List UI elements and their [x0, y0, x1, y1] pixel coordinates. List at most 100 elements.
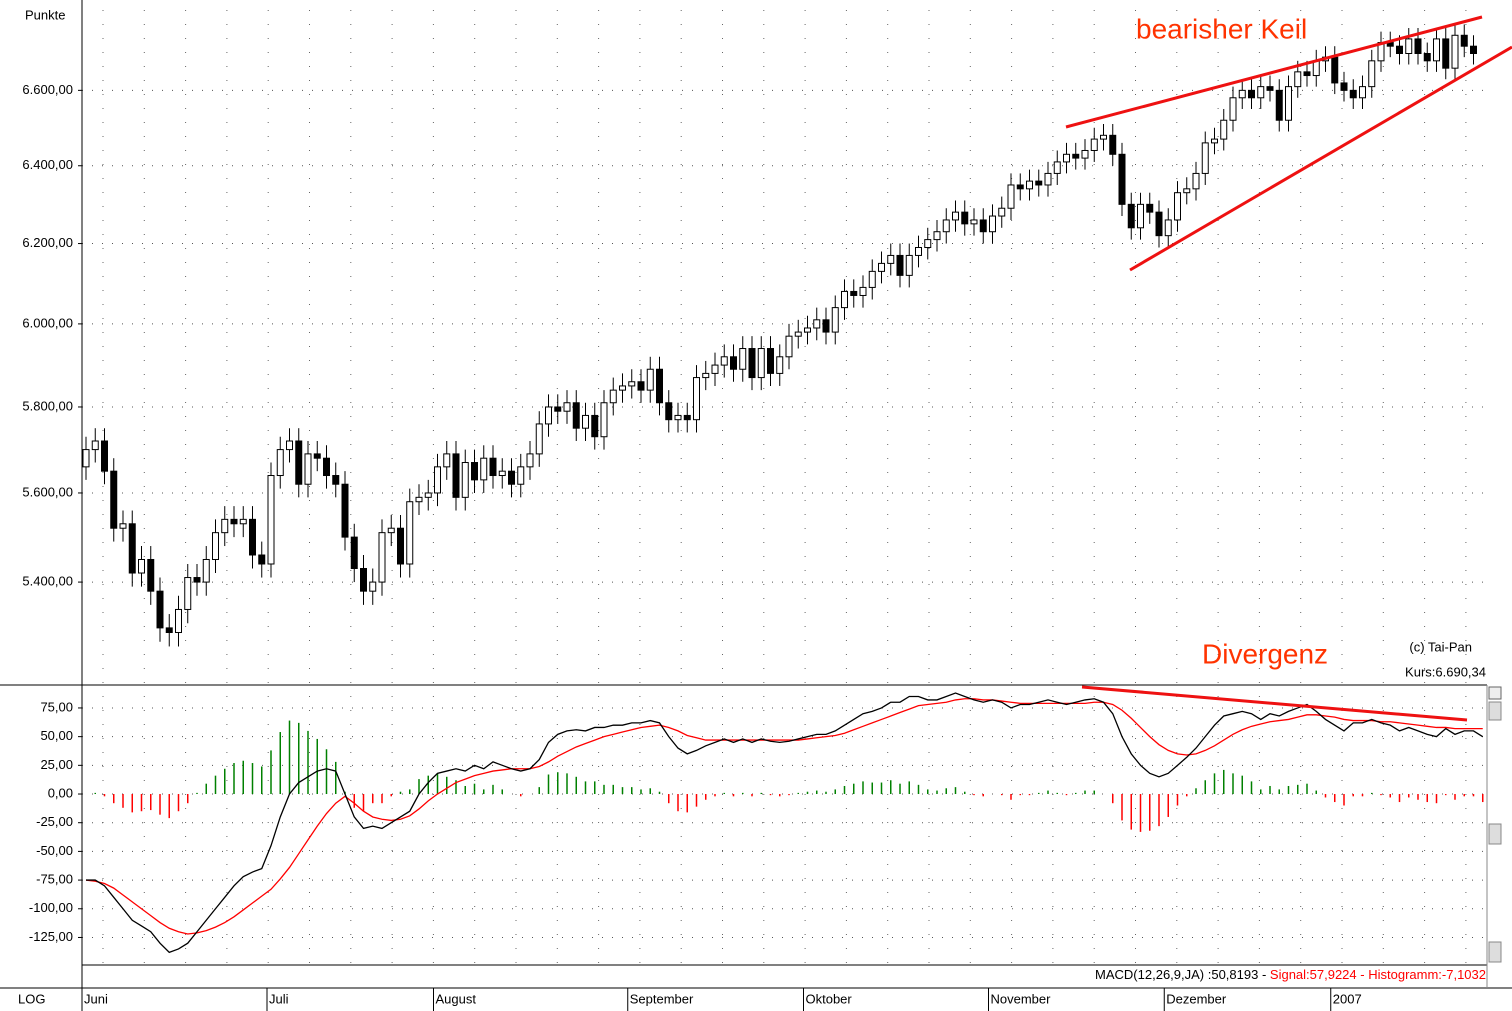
candle-body [924, 239, 932, 249]
histogram-bar [103, 794, 106, 797]
histogram-bar [1417, 794, 1419, 800]
histogram-bar [1028, 794, 1031, 796]
y-tick-label: 0,00 [48, 785, 73, 800]
histogram-bar [1112, 794, 1114, 804]
candle-body [674, 414, 682, 421]
candle-body [905, 254, 913, 276]
candle-body [545, 406, 552, 425]
histogram-bar [94, 792, 96, 795]
y-tick-label: 6.200,00 [22, 235, 73, 250]
histogram-bar [214, 775, 217, 795]
x-tick-label: 2007 [1333, 991, 1362, 1006]
y-tick-label: 50,00 [40, 728, 73, 743]
candle-body [646, 368, 654, 391]
histogram-bar [1380, 794, 1382, 796]
annotation: bearisher Keil [1136, 13, 1307, 44]
candle-body [711, 364, 719, 374]
divergence-line [1081, 685, 1468, 722]
scroll-down[interactable] [1488, 941, 1502, 963]
scroll-up[interactable] [1488, 701, 1502, 721]
candle-body [1229, 97, 1237, 121]
candle-body [1257, 86, 1265, 99]
histogram-bar [409, 789, 411, 795]
histogram-bar [695, 794, 698, 807]
candle-body [730, 356, 737, 370]
histogram-bar [224, 768, 226, 795]
candle-body [1433, 38, 1440, 62]
candle-body [757, 348, 765, 379]
histogram-bar [1158, 794, 1160, 827]
candle-body [1414, 38, 1422, 54]
histogram-bar [1334, 794, 1336, 803]
histogram-bar [1186, 794, 1188, 797]
histogram-bar [547, 774, 550, 795]
histogram-bar [1352, 794, 1354, 797]
histogram-bar [1121, 794, 1123, 821]
histogram-bar [159, 794, 161, 815]
histogram-bar [242, 760, 244, 795]
histogram-bar [732, 794, 735, 797]
histogram-bar [261, 766, 263, 795]
histogram-bar [853, 783, 855, 795]
candle-body [480, 457, 488, 481]
candle-body [1090, 138, 1098, 151]
histogram-bar [196, 792, 198, 795]
histogram-bar [658, 791, 661, 795]
histogram-bar [880, 782, 883, 795]
histogram-bar [1398, 794, 1401, 803]
histogram-bar [1435, 794, 1438, 804]
candle-body [859, 286, 867, 296]
candle-body [471, 462, 478, 481]
candle-body [961, 211, 969, 225]
histogram-bar [788, 794, 790, 796]
wedge-upper-line [1065, 15, 1483, 129]
candle-body [794, 331, 802, 337]
candle-body [850, 290, 858, 296]
candle-body [286, 440, 293, 451]
histogram-bar [862, 781, 864, 795]
histogram-bar [233, 763, 235, 795]
histogram-bar [1287, 785, 1290, 795]
candle-body [517, 466, 525, 485]
histogram-bar [492, 784, 494, 795]
candle-body [128, 523, 136, 574]
close-button[interactable] [1488, 686, 1502, 700]
histogram-bar [187, 794, 189, 804]
histogram-bar [964, 791, 966, 795]
x-tick-label: Dezember [1166, 991, 1227, 1006]
histogram-bar [723, 792, 725, 795]
candle-body [1118, 153, 1126, 205]
histogram-bar [1324, 794, 1327, 798]
candle-body [489, 457, 497, 477]
candle-body [184, 577, 192, 610]
histogram-bar [1408, 794, 1410, 798]
candle-body [822, 319, 830, 333]
histogram-bar [1269, 785, 1271, 795]
candle-body [720, 356, 728, 366]
histogram-bar [927, 789, 929, 795]
candle-body [175, 608, 182, 634]
histogram-bar [1315, 790, 1317, 795]
candle-body [1100, 134, 1107, 140]
candle-body [693, 377, 700, 421]
candle-body [147, 558, 155, 592]
candle-body [582, 414, 589, 429]
scroll-thumb[interactable] [1488, 823, 1502, 845]
candle-body [896, 254, 904, 276]
histogram-bar [122, 794, 124, 808]
histogram-bar [1472, 794, 1475, 797]
candle-body [785, 335, 793, 358]
y-tick-label: 6.400,00 [22, 157, 73, 172]
histogram-bar [575, 776, 577, 795]
candle-body [1340, 82, 1348, 91]
candle-body [1016, 184, 1024, 190]
scale-label: LOG [18, 991, 45, 1006]
histogram-bar [1232, 773, 1234, 795]
candle-body [600, 402, 608, 438]
candle-body [1248, 89, 1255, 99]
candle-body [831, 307, 839, 333]
candle-body [461, 462, 469, 498]
histogram-bar [140, 794, 143, 812]
candle-body [739, 348, 747, 370]
